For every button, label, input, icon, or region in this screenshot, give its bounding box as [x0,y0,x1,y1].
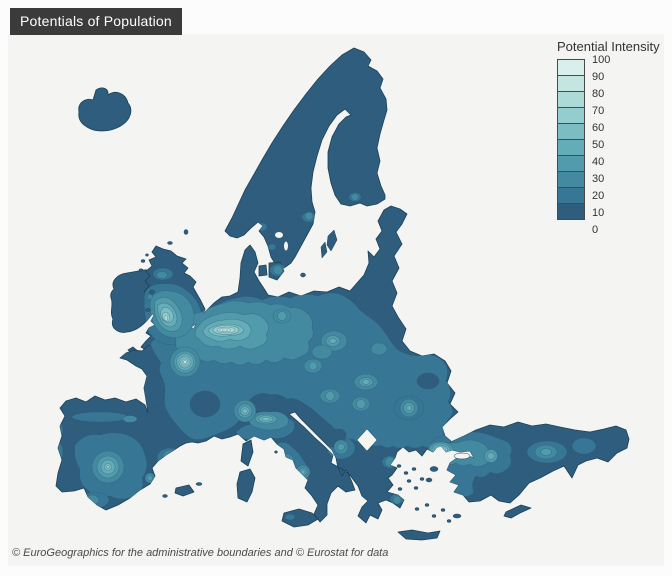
island-aegean-11 [440,508,446,512]
island-aegean-6 [413,486,419,490]
island-anglesey [145,308,151,312]
island-ibiza [162,494,168,498]
island-aegean-4 [406,479,412,483]
island-cyprus [503,504,532,519]
legend-title: Potential Intensity [557,39,660,54]
island-aegean-2 [403,471,409,475]
legend-tick-label: 30 [592,173,605,185]
contour-band-8 [183,327,444,453]
legend-swatch [557,139,585,156]
legend-tick-label: 70 [592,105,605,117]
legend-swatches [557,59,585,220]
island-aegean-9 [414,507,420,511]
landmass-fennoscandia [224,47,388,269]
legend-swatch [557,203,585,220]
island-rhodes [452,513,462,519]
island-hebrides-2 [138,268,144,272]
legend-tick-label: 60 [592,122,605,134]
island-aegean-10 [431,514,437,518]
island-elba [274,450,278,454]
legend: Potential Intensity 100 90 80 70 60 50 40 30 20 1… [556,39,668,236]
legend-swatch [557,107,585,124]
island-crete [397,529,441,541]
legend-swatch [557,59,585,76]
island-lesbos [429,466,439,472]
island-chios [425,477,433,483]
island-menorca [195,482,203,486]
small-islands [138,229,462,523]
island-mallorca [174,484,195,497]
legend-tick-label: 100 [592,54,611,66]
contour-bands [56,192,597,521]
lake-vattern [284,241,288,251]
water-overlays [275,232,471,460]
legend-swatch [557,155,585,172]
landmass-iceland [78,87,132,132]
island-orkney [167,241,173,245]
island-corsica [240,439,254,467]
island-hebrides-3 [145,253,149,257]
island-sardinia [236,468,256,503]
island-aegean-7 [419,477,425,481]
legend-swatch [557,91,585,108]
legend-tick-label: 40 [592,156,605,168]
legend-tick-label: 10 [592,207,605,219]
island-aegean-5 [397,487,403,491]
no-data-area-balkans [356,428,378,452]
legend-tick-label: 0 [592,224,599,236]
lake-vanern [275,232,283,238]
island-aegean-1 [396,464,402,468]
legend-tick-label: 50 [592,139,605,151]
island-fyn [258,264,268,277]
legend-tick-label: 90 [592,71,605,83]
low-intensity-pockets [138,371,440,448]
legend-swatch [557,187,585,204]
island-oland [320,241,328,259]
island-isle-of-man [149,289,155,295]
legend-swatch [557,123,585,140]
page-title: Potentials of Population [10,8,182,35]
island-shetland [183,229,189,235]
legend-tick-label: 80 [592,88,605,100]
island-hebrides-1 [140,259,146,263]
legend-swatch [557,75,585,92]
island-aegean-8 [424,503,430,507]
attribution-caption: © EuroGeographics for the administrative… [12,547,389,559]
sea-of-marmara [453,452,471,460]
island-bornholm [300,272,306,278]
legend-ticks: 100 90 80 70 60 50 40 30 20 10 0 [592,55,652,236]
island-aegean-12 [446,519,452,523]
island-gotland [326,229,338,252]
legend-tick-label: 20 [592,190,605,202]
legend-swatch [557,171,585,188]
island-aegean-3 [411,467,417,471]
